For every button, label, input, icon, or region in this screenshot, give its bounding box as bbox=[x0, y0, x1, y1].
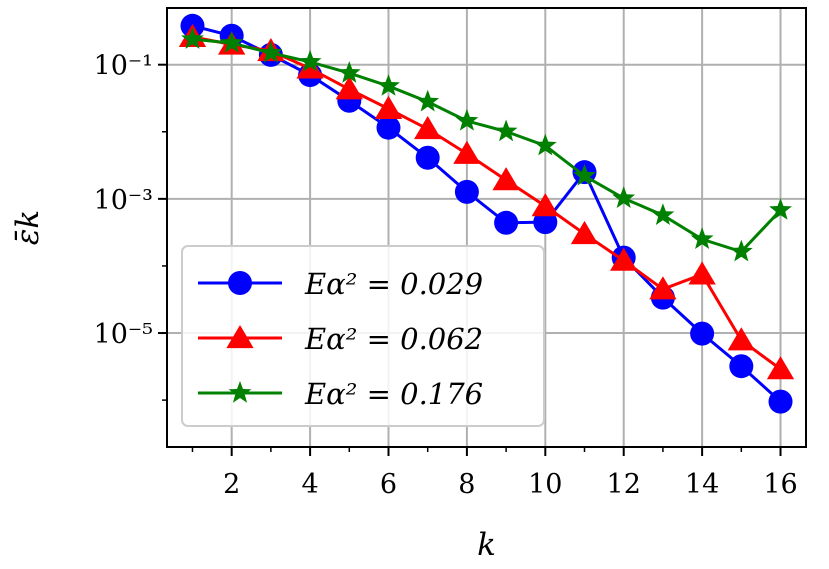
data-point bbox=[688, 261, 716, 285]
legend-item: Eα² = 0.176 bbox=[198, 377, 483, 411]
data-point bbox=[453, 140, 481, 164]
data-point bbox=[454, 179, 479, 204]
data-point bbox=[690, 227, 714, 249]
data-point bbox=[376, 115, 401, 140]
legend-item: Eα² = 0.029 bbox=[198, 267, 483, 301]
data-point bbox=[414, 115, 442, 140]
data-point bbox=[573, 163, 596, 186]
data-point bbox=[337, 61, 361, 83]
legend-label: Eα² = 0.062 bbox=[304, 322, 483, 356]
data-point bbox=[531, 193, 559, 217]
data-point bbox=[377, 74, 400, 96]
x-tick-label: 6 bbox=[380, 469, 397, 500]
data-point bbox=[335, 76, 363, 100]
x-tick-label: 4 bbox=[301, 469, 318, 500]
y-tick-label: 10⁻¹ bbox=[94, 51, 153, 82]
data-point bbox=[492, 167, 520, 191]
x-tick-label: 10 bbox=[528, 469, 562, 500]
x-tick-label: 8 bbox=[458, 469, 475, 500]
plot-frame bbox=[166, 7, 807, 448]
data-point bbox=[729, 354, 754, 379]
y-axis-label: ε̄k bbox=[10, 210, 46, 245]
legend: Eα² = 0.029 Eα² = 0.062 Eα² = 0.176 bbox=[181, 245, 545, 427]
data-point bbox=[649, 276, 677, 300]
data-point bbox=[494, 210, 519, 235]
data-point bbox=[416, 89, 440, 112]
x-tick-label: 2 bbox=[223, 469, 240, 500]
x-tick-label: 14 bbox=[685, 469, 719, 500]
legend-box bbox=[181, 245, 545, 427]
data-point bbox=[727, 327, 755, 351]
series-line bbox=[192, 37, 782, 254]
data-point bbox=[259, 40, 283, 63]
data-point bbox=[769, 198, 792, 220]
data-point bbox=[690, 321, 715, 346]
data-point bbox=[455, 108, 479, 131]
data-point bbox=[651, 203, 675, 225]
x-axis-label: k bbox=[477, 527, 496, 563]
legend-label: Eα² = 0.029 bbox=[304, 267, 483, 301]
legend-marker bbox=[228, 271, 252, 295]
data-point bbox=[729, 239, 753, 262]
series-line bbox=[192, 35, 782, 371]
legend-marker bbox=[228, 381, 252, 403]
ticks: 2 4 6 8 10 12 14 16 10⁻¹ 10⁻³ 10⁻⁵ bbox=[94, 51, 798, 500]
data-point bbox=[181, 27, 204, 49]
series-layer bbox=[178, 13, 795, 414]
y-tick-label: 10⁻³ bbox=[94, 185, 153, 216]
series-2 bbox=[181, 27, 792, 262]
y-tick-label: 10⁻⁵ bbox=[94, 319, 153, 350]
data-point bbox=[415, 145, 440, 170]
data-point bbox=[768, 389, 793, 414]
legend-marker bbox=[226, 325, 254, 349]
data-point bbox=[766, 356, 795, 380]
data-point bbox=[374, 95, 403, 119]
data-point bbox=[610, 247, 638, 271]
data-point bbox=[533, 133, 557, 156]
x-tick-label: 16 bbox=[763, 469, 797, 500]
legend-label: Eα² = 0.176 bbox=[304, 377, 483, 411]
data-point bbox=[220, 31, 244, 53]
data-point bbox=[296, 55, 324, 79]
data-point bbox=[494, 119, 518, 142]
x-tick-label: 12 bbox=[607, 469, 641, 500]
data-point bbox=[570, 220, 599, 245]
data-point bbox=[612, 186, 636, 208]
series-line bbox=[192, 24, 782, 403]
data-point bbox=[298, 49, 322, 72]
legend-item: Eα² = 0.062 bbox=[198, 322, 483, 356]
